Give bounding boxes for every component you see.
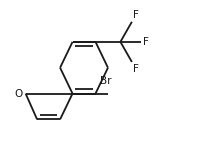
Text: Br: Br	[100, 76, 112, 86]
Text: F: F	[133, 10, 139, 20]
Text: F: F	[133, 64, 139, 74]
Text: F: F	[143, 37, 149, 47]
Text: O: O	[15, 89, 23, 99]
